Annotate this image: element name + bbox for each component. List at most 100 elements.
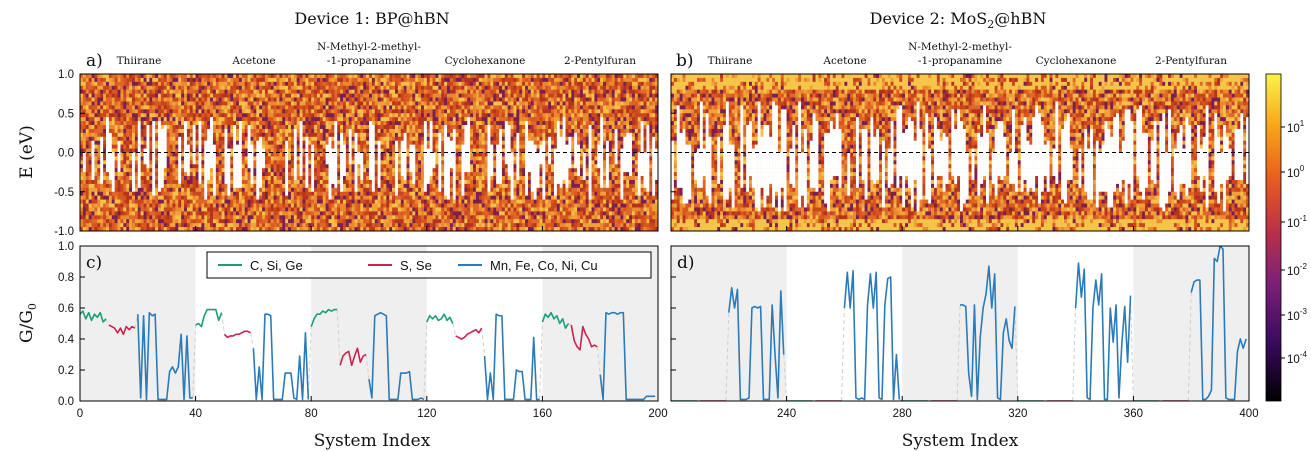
heatmap-cell bbox=[334, 227, 338, 231]
heatmap-cell bbox=[270, 152, 274, 157]
heatmap-cell bbox=[178, 168, 182, 173]
heatmap-cell bbox=[262, 74, 266, 79]
heatmap-cell bbox=[186, 172, 191, 177]
heatmap-cell bbox=[253, 168, 257, 173]
heatmap-cell bbox=[126, 85, 130, 90]
heatmap-cell bbox=[212, 105, 217, 110]
heatmap-cell bbox=[371, 179, 375, 185]
heatmap-cell bbox=[392, 211, 396, 216]
heatmap-cell bbox=[342, 176, 347, 181]
heatmap-cell bbox=[299, 223, 303, 228]
heatmap-cell bbox=[158, 176, 162, 181]
heatmap-cell bbox=[415, 128, 419, 134]
heatmap-cell bbox=[108, 176, 112, 181]
heatmap-cell bbox=[82, 183, 86, 189]
heatmap-cell bbox=[108, 183, 112, 189]
heatmap-cell bbox=[253, 89, 257, 94]
heatmap-cell bbox=[415, 203, 419, 208]
heatmap-cell bbox=[383, 164, 387, 169]
heatmap-cell bbox=[88, 207, 92, 212]
heatmap-cell bbox=[184, 81, 188, 86]
heatmap-cell bbox=[238, 227, 243, 231]
heatmap-cell bbox=[210, 152, 214, 157]
heatmap-cell bbox=[195, 223, 199, 228]
heatmap-cell bbox=[262, 93, 266, 98]
heatmap-cell bbox=[308, 140, 312, 145]
heatmap-cell bbox=[149, 183, 153, 189]
heatmap-cell bbox=[82, 160, 86, 165]
heatmap-cell bbox=[351, 140, 355, 145]
heatmap-cell bbox=[276, 140, 280, 145]
heatmap-cell bbox=[273, 223, 277, 228]
heatmap-cell bbox=[345, 148, 349, 153]
heatmap-cell bbox=[308, 219, 312, 224]
heatmap-cell bbox=[189, 74, 193, 79]
heatmap-cell bbox=[406, 152, 410, 157]
heatmap-cell bbox=[100, 195, 104, 200]
heatmap-cell bbox=[175, 187, 179, 192]
heatmap-cell bbox=[363, 81, 367, 86]
heatmap-cell bbox=[299, 140, 303, 145]
heatmap-cell bbox=[328, 74, 332, 79]
heatmap-cell bbox=[334, 148, 338, 153]
heatmap-cell bbox=[149, 74, 153, 79]
heatmap-cell bbox=[267, 140, 271, 145]
heatmap-cell bbox=[259, 183, 263, 189]
heatmap-cell bbox=[400, 74, 404, 79]
heatmap-cell bbox=[178, 93, 182, 98]
heatmap-cell bbox=[308, 172, 312, 177]
heatmap-cell bbox=[80, 148, 84, 153]
heatmap-cell bbox=[415, 105, 419, 110]
heatmap-cell bbox=[377, 211, 381, 216]
heatmap-cell bbox=[302, 168, 306, 173]
heatmap-cell bbox=[100, 179, 104, 185]
heatmap-cell bbox=[383, 89, 387, 94]
heatmap-cell bbox=[351, 195, 355, 200]
heatmap-cell bbox=[227, 223, 231, 228]
heatmap-cell bbox=[308, 97, 312, 102]
heatmap-cell bbox=[400, 160, 404, 165]
heatmap-cell bbox=[293, 97, 297, 102]
heatmap-cell bbox=[285, 191, 289, 196]
heatmap-cell bbox=[299, 136, 303, 141]
heatmap-cell bbox=[210, 215, 214, 220]
heatmap-cell bbox=[438, 97, 442, 102]
heatmap-cell bbox=[195, 109, 199, 114]
heatmap-cell bbox=[163, 140, 167, 145]
heatmap-cell bbox=[181, 176, 185, 181]
heatmap-cell bbox=[85, 164, 89, 169]
heatmap-cell bbox=[140, 183, 144, 189]
heatmap-cell bbox=[224, 121, 228, 126]
heatmap-cell bbox=[395, 179, 399, 185]
heatmap-cell bbox=[80, 113, 84, 118]
molecule-labels-b: Thiirane Acetone N-Methyl-2-methyl- -1-p… bbox=[708, 41, 1228, 67]
heatmap-cell bbox=[374, 85, 378, 90]
heatmap-cell bbox=[354, 203, 358, 208]
heatmap-cell bbox=[296, 81, 300, 86]
heatmap-cell bbox=[296, 207, 300, 212]
heatmap-cell bbox=[264, 215, 269, 220]
heatmap-cell bbox=[342, 160, 347, 165]
heatmap-cell bbox=[207, 144, 211, 149]
heatmap-cell bbox=[129, 117, 133, 122]
heatmap-cell bbox=[400, 168, 404, 173]
heatmap-cell bbox=[342, 187, 347, 192]
heatmap-cell bbox=[160, 160, 165, 165]
heatmap-cell bbox=[85, 219, 89, 224]
heatmap-cell bbox=[152, 203, 156, 208]
heatmap-cell bbox=[192, 227, 196, 231]
heatmap-cell bbox=[357, 148, 361, 153]
heatmap-cell bbox=[221, 215, 225, 220]
heatmap-cell bbox=[363, 203, 367, 208]
heatmap-cell bbox=[186, 105, 191, 110]
heatmap-cell bbox=[328, 179, 332, 185]
heatmap-cell bbox=[91, 187, 95, 192]
heatmap-cell bbox=[244, 144, 248, 149]
heatmap-cell bbox=[409, 140, 413, 145]
heatmap-cell bbox=[409, 132, 413, 138]
heatmap-cell bbox=[204, 89, 208, 94]
heatmap-cell bbox=[241, 132, 245, 138]
heatmap-cell bbox=[152, 179, 156, 185]
heatmap-cell bbox=[94, 148, 98, 153]
heatmap-cell bbox=[126, 101, 130, 106]
